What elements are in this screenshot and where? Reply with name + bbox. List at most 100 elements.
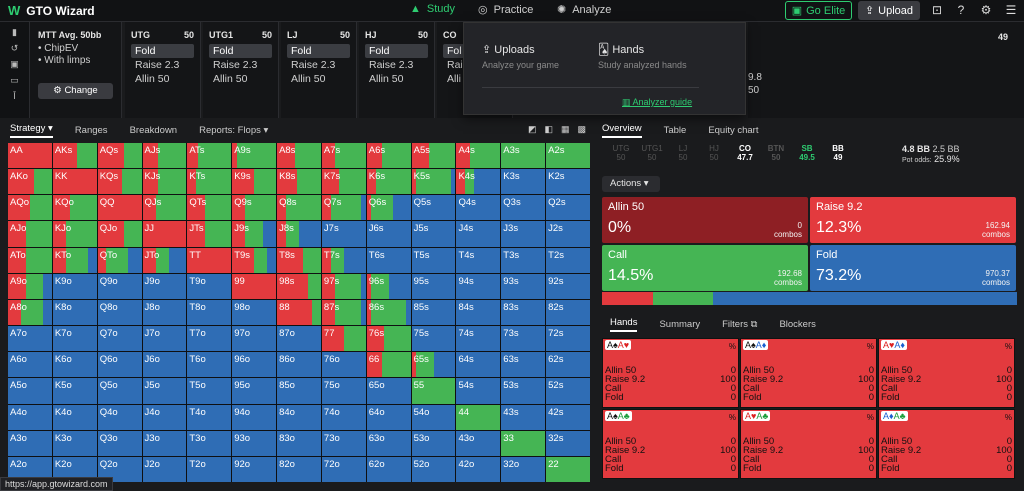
go-elite-button[interactable]: ▣ Go Elite bbox=[785, 1, 852, 20]
grid-cell[interactable]: 93o bbox=[232, 430, 277, 456]
grid-cell[interactable]: J3s bbox=[501, 221, 546, 247]
grid-cell[interactable]: 54o bbox=[411, 404, 456, 430]
grid-cell[interactable]: AA bbox=[8, 143, 52, 169]
grid-cell[interactable]: 32o bbox=[501, 456, 546, 482]
hand-card[interactable]: A♠A♦% Allin 50 0 Raise 9.2 100 Call 0 Fold 0 bbox=[740, 338, 877, 408]
grid-cell[interactable]: Q4o bbox=[97, 404, 142, 430]
position-action[interactable]: Allin 50 bbox=[135, 73, 170, 85]
grid-cell[interactable]: T5o bbox=[187, 378, 232, 404]
tab-reports[interactable]: Reports: Flops ▾ bbox=[199, 125, 268, 136]
grid-cell[interactable]: TT bbox=[187, 247, 232, 273]
grid-cell[interactable]: 88 bbox=[277, 299, 321, 326]
grid-cell[interactable]: 33 bbox=[501, 430, 546, 456]
view-grid-icon[interactable]: ▦ bbox=[561, 124, 570, 134]
grid-cell[interactable]: A5s bbox=[411, 143, 456, 169]
grid-cell[interactable]: A3o bbox=[8, 430, 52, 456]
grid-cell[interactable]: AQo bbox=[8, 195, 52, 221]
grid-cell[interactable]: 96o bbox=[232, 352, 277, 378]
grid-cell[interactable]: KK bbox=[52, 169, 97, 195]
grid-cell[interactable]: 87s bbox=[321, 299, 366, 326]
grid-cell[interactable]: A4o bbox=[8, 404, 52, 430]
grid-cell[interactable]: T2o bbox=[187, 456, 232, 482]
tab-summary[interactable]: Summary bbox=[659, 319, 700, 330]
grid-cell[interactable]: 55 bbox=[411, 378, 456, 404]
position-lj[interactable]: LJ 50 Fold Raise 2.3 Allin 50 bbox=[281, 22, 357, 118]
tab-overview[interactable]: Overview bbox=[602, 123, 642, 138]
grid-cell[interactable]: AJs bbox=[142, 143, 187, 169]
grid-cell[interactable]: 86o bbox=[277, 352, 321, 378]
undo-icon[interactable]: ↺ bbox=[10, 43, 19, 53]
grid-cell[interactable]: 64s bbox=[456, 352, 501, 378]
grid-cell[interactable]: T8s bbox=[277, 247, 321, 273]
tab-filters[interactable]: Filters ⧉ bbox=[722, 319, 757, 330]
grid-cell[interactable]: 84o bbox=[277, 404, 321, 430]
grid-cell[interactable]: J4s bbox=[456, 221, 501, 247]
grid-cell[interactable]: QTo bbox=[97, 247, 142, 273]
grid-cell[interactable]: 85s bbox=[411, 299, 456, 326]
grid-cell[interactable]: K4o bbox=[52, 404, 97, 430]
grid-cell[interactable]: AKo bbox=[8, 169, 52, 195]
screenshot-icon[interactable]: ⊡ bbox=[931, 3, 943, 17]
grid-cell[interactable]: 63o bbox=[366, 430, 411, 456]
grid-cell[interactable]: 53o bbox=[411, 430, 456, 456]
grid-cell[interactable]: 98o bbox=[232, 299, 277, 326]
grid-cell[interactable]: T3s bbox=[501, 247, 546, 273]
grid-cell[interactable]: Q3o bbox=[97, 430, 142, 456]
grid-cell[interactable]: A8o bbox=[8, 299, 52, 326]
seat-co[interactable]: CO 47.7 bbox=[730, 144, 760, 162]
grid-cell[interactable]: K8s bbox=[277, 169, 321, 195]
grid-cell[interactable]: 94o bbox=[232, 404, 277, 430]
grid-cell[interactable]: 92o bbox=[232, 456, 277, 482]
grid-cell[interactable]: A4s bbox=[456, 143, 501, 169]
seat-hj[interactable]: HJ 50 bbox=[699, 144, 729, 162]
grid-cell[interactable]: QQ bbox=[97, 195, 142, 221]
grid-cell[interactable]: T5s bbox=[411, 247, 456, 273]
nav-study[interactable]: ▲ Study bbox=[410, 3, 455, 15]
bookmark-icon[interactable]: ▮ bbox=[12, 27, 17, 37]
change-button[interactable]: ⚙ Change bbox=[38, 83, 113, 99]
grid-cell[interactable]: K6o bbox=[52, 352, 97, 378]
grid-cell[interactable]: AJo bbox=[8, 221, 52, 247]
grid-cell[interactable]: 62o bbox=[366, 456, 411, 482]
grid-cell[interactable]: T9s bbox=[232, 247, 277, 273]
grid-cell[interactable]: KQs bbox=[97, 169, 142, 195]
tab-strategy[interactable]: Strategy ▾ bbox=[10, 123, 53, 138]
grid-cell[interactable]: 86s bbox=[366, 299, 411, 326]
grid-cell[interactable]: 22 bbox=[546, 456, 590, 482]
grid-cell[interactable]: 75s bbox=[411, 326, 456, 352]
grid-cell[interactable]: 77 bbox=[321, 326, 366, 352]
seat-bb[interactable]: BB 49 bbox=[823, 144, 853, 162]
view-split-icon[interactable]: ◧ bbox=[544, 124, 554, 134]
grid-cell[interactable]: T7o bbox=[187, 326, 232, 352]
tab-table[interactable]: Table bbox=[664, 125, 687, 136]
position-action[interactable]: Raise 2.3 bbox=[213, 59, 258, 71]
gear-icon[interactable]: ⚙ bbox=[980, 3, 992, 17]
grid-cell[interactable]: KJo bbox=[52, 221, 97, 247]
grid-cell[interactable]: 83o bbox=[277, 430, 321, 456]
grid-cell[interactable]: J9o bbox=[142, 273, 187, 299]
grid-cell[interactable]: 65o bbox=[366, 378, 411, 404]
grid-cell[interactable]: T6o bbox=[187, 352, 232, 378]
position-action[interactable]: Raise 2.3 bbox=[135, 59, 180, 71]
grid-cell[interactable]: A7o bbox=[8, 326, 52, 352]
grid-cell[interactable]: K9s bbox=[232, 169, 277, 195]
grid-cell[interactable]: 74o bbox=[321, 404, 366, 430]
grid-cell[interactable]: Q7o bbox=[97, 326, 142, 352]
seat-lj[interactable]: LJ 50 bbox=[668, 144, 698, 162]
action-box-allin[interactable]: Allin 50 0% 0 combos bbox=[602, 197, 808, 243]
grid-cell[interactable]: J7s bbox=[321, 221, 366, 247]
position-action[interactable]: Allin 50 bbox=[291, 73, 326, 85]
grid-cell[interactable]: Q4s bbox=[456, 195, 501, 221]
grid-cell[interactable]: 72s bbox=[546, 326, 590, 352]
text-icon[interactable]: Ī bbox=[13, 91, 16, 101]
grid-cell[interactable]: A7s bbox=[321, 143, 366, 169]
grid-cell[interactable]: 76o bbox=[321, 352, 366, 378]
grid-cell[interactable]: K7s bbox=[321, 169, 366, 195]
grid-cell[interactable]: 83s bbox=[501, 299, 546, 326]
grid-cell[interactable]: 66 bbox=[366, 352, 411, 378]
grid-cell[interactable]: 94s bbox=[456, 273, 501, 299]
grid-cell[interactable]: 85o bbox=[277, 378, 321, 404]
dropdown-uploads[interactable]: ⇪ Uploads bbox=[482, 43, 535, 56]
position-utg[interactable]: UTG 50 Fold Raise 2.3 Allin 50 bbox=[125, 22, 201, 118]
grid-cell[interactable]: K4s bbox=[456, 169, 501, 195]
